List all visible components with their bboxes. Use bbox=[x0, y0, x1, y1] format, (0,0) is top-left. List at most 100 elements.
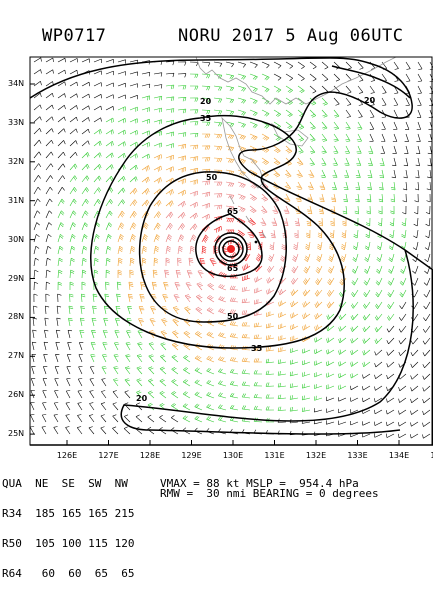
wind-barb bbox=[417, 109, 422, 118]
wind-barb bbox=[43, 341, 49, 351]
island-chain bbox=[229, 195, 267, 239]
wind-barb bbox=[201, 145, 211, 150]
label-35kt-south: 35 bbox=[251, 344, 263, 353]
mslp-label: MSLP = bbox=[246, 477, 286, 490]
wind-barb bbox=[183, 355, 191, 363]
wind-barb bbox=[333, 121, 340, 130]
wind-barb bbox=[357, 121, 363, 130]
wind-barb bbox=[57, 222, 65, 231]
wind-barb bbox=[105, 94, 114, 99]
wind-barb bbox=[398, 433, 407, 439]
wind-barb bbox=[362, 337, 371, 344]
wind-barb bbox=[43, 354, 48, 363]
wind-barb bbox=[129, 153, 138, 159]
wind-barb bbox=[355, 169, 361, 178]
wind-barb bbox=[57, 57, 66, 63]
lon-tick-131E: 131E bbox=[264, 451, 285, 460]
wind-barb bbox=[285, 121, 293, 130]
wind-barb bbox=[391, 169, 396, 179]
wind-barb bbox=[65, 390, 71, 399]
storm-name-year: NORU 2017 bbox=[178, 26, 275, 46]
wind-barb bbox=[271, 217, 278, 226]
wind-barb bbox=[206, 403, 215, 411]
wind-barb bbox=[124, 378, 131, 387]
contour-50kt bbox=[138, 171, 287, 323]
wind-barb bbox=[367, 181, 372, 191]
wind-barb bbox=[124, 402, 131, 411]
wind-barb bbox=[45, 305, 50, 315]
wind-barb bbox=[194, 355, 203, 363]
wind-barb bbox=[148, 342, 155, 351]
wind-barb bbox=[400, 253, 407, 262]
wind-barb bbox=[117, 234, 124, 243]
wind-barb bbox=[33, 128, 42, 135]
wind-barb bbox=[165, 245, 171, 255]
wind-barb bbox=[189, 156, 199, 162]
wind-barb bbox=[81, 210, 89, 219]
wind-barb bbox=[129, 130, 138, 136]
wind-barb bbox=[147, 390, 155, 399]
wind-barb bbox=[33, 104, 42, 111]
wind-barb bbox=[189, 245, 195, 255]
wind-barb bbox=[278, 300, 287, 307]
wind-barb bbox=[237, 109, 246, 116]
wind-barb bbox=[56, 305, 62, 315]
wind-barb bbox=[414, 193, 419, 203]
wind-barb bbox=[290, 277, 299, 285]
wind-barb bbox=[273, 145, 281, 154]
wind-barb bbox=[81, 128, 90, 135]
wind-barb bbox=[317, 229, 323, 239]
wind-barb bbox=[376, 253, 383, 262]
wind-barb bbox=[410, 349, 419, 357]
wind-barb bbox=[424, 241, 431, 251]
wind-barb bbox=[141, 118, 150, 124]
wind-barb bbox=[105, 106, 114, 111]
wind-barb bbox=[81, 152, 90, 159]
wind-barb bbox=[141, 72, 151, 77]
wind-barb bbox=[229, 345, 239, 351]
wind-barb bbox=[321, 121, 328, 130]
wind-barb bbox=[424, 253, 431, 262]
wind-barb bbox=[278, 288, 287, 296]
wind-barb bbox=[188, 257, 194, 267]
wind-barb bbox=[374, 361, 383, 368]
wind-barb bbox=[31, 354, 36, 363]
wind-barb bbox=[218, 296, 227, 303]
radii-table: QUA NE SE SW NW R34 185 165 165 215 R50 … bbox=[2, 459, 135, 589]
wind-barb bbox=[105, 117, 114, 123]
wind-barb bbox=[56, 317, 61, 327]
wind-barb bbox=[165, 84, 175, 90]
wind-barb bbox=[206, 319, 215, 327]
wind-barb bbox=[386, 325, 395, 333]
wind-barb bbox=[398, 421, 407, 427]
wind-barb bbox=[153, 177, 162, 184]
wind-barb bbox=[182, 379, 191, 387]
wind-barb bbox=[273, 109, 281, 117]
wind-barb bbox=[333, 109, 340, 118]
rmw-label: RMW = bbox=[160, 487, 194, 500]
wind-barb bbox=[343, 181, 349, 190]
wind-barb bbox=[388, 253, 395, 262]
wind-barb bbox=[296, 181, 303, 190]
wind-barb bbox=[129, 257, 135, 267]
wind-barb bbox=[125, 342, 131, 351]
wind-barb bbox=[177, 223, 186, 231]
wind-barb bbox=[338, 325, 347, 332]
wind-barb bbox=[265, 334, 275, 340]
wind-barb bbox=[141, 199, 150, 207]
wind-barb bbox=[316, 253, 323, 262]
wind-barb bbox=[243, 253, 251, 262]
wind-barb bbox=[306, 217, 312, 227]
wind-barb bbox=[45, 210, 53, 219]
label-65kt-south: 65 bbox=[227, 264, 239, 273]
wind-barb bbox=[81, 269, 87, 279]
wind-barb bbox=[30, 426, 35, 435]
wind-barb bbox=[81, 163, 90, 171]
wind-barb bbox=[189, 190, 198, 197]
wind-barb bbox=[153, 234, 160, 243]
wind-barb bbox=[284, 193, 291, 202]
lat-tick-34N: 34N bbox=[8, 79, 25, 88]
wind-barb bbox=[270, 229, 276, 239]
wind-barb bbox=[140, 281, 146, 291]
wind-barb bbox=[214, 181, 223, 186]
